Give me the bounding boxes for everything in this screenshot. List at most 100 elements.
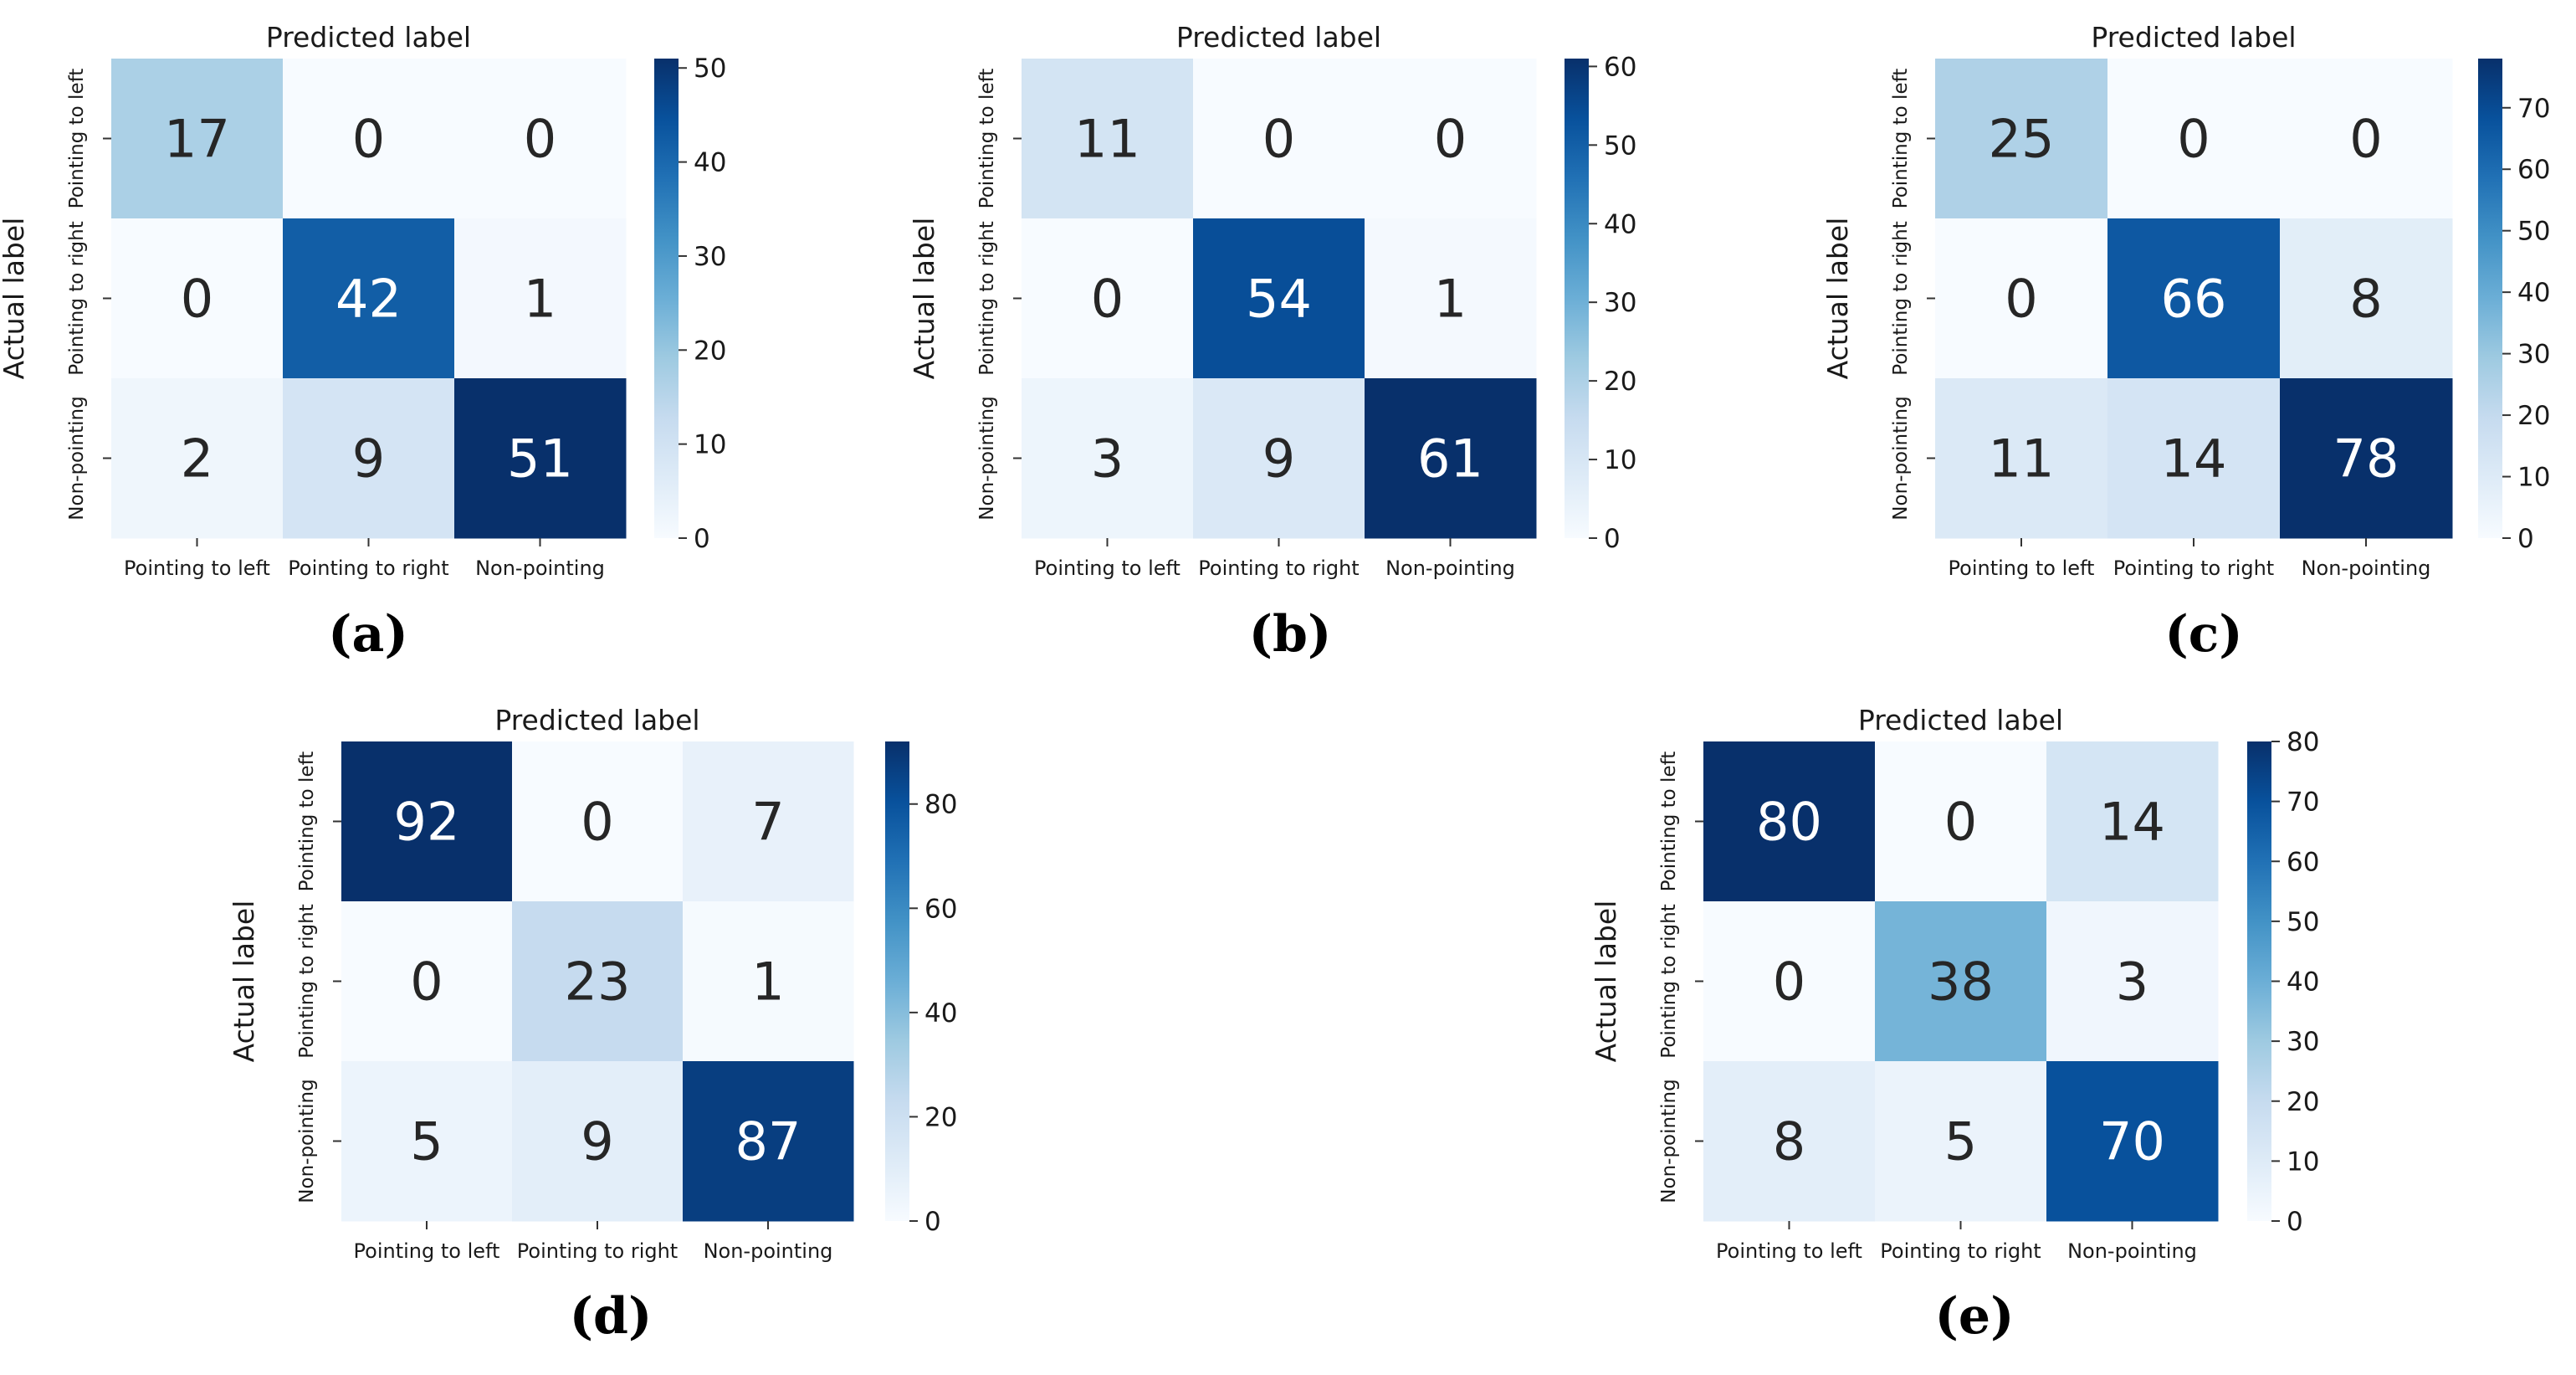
x-tick-label: Non-pointing xyxy=(2302,557,2431,580)
heatmap-cell xyxy=(2280,218,2453,379)
cell-value: 8 xyxy=(1773,1111,1805,1172)
y-tick-label: Pointing to left xyxy=(296,752,318,892)
y-tick-label: Pointing to right xyxy=(66,221,88,375)
x-tick-label: Non-pointing xyxy=(1385,557,1515,580)
colorbar-tick-label: 30 xyxy=(2287,1027,2319,1057)
cell-value: 14 xyxy=(2161,428,2227,490)
colorbar-tick-label: 60 xyxy=(924,894,957,924)
heatmap-cell xyxy=(1193,218,1365,379)
colorbar-tick-label: 50 xyxy=(2517,217,2550,247)
cell-value: 0 xyxy=(1773,952,1805,1013)
cell-value: 92 xyxy=(394,792,460,853)
heatmap-cell xyxy=(1935,59,2108,219)
predicted-label-title: Predicted label xyxy=(2091,21,2296,54)
cell-value: 1 xyxy=(524,269,556,330)
colorbar-tick-label: 40 xyxy=(2287,967,2319,998)
colorbar-tick-label: 40 xyxy=(694,148,726,178)
cell-value: 1 xyxy=(1434,269,1467,330)
cell-value: 78 xyxy=(2333,428,2399,490)
cell-value: 25 xyxy=(1989,109,2055,170)
colorbar-tick-label: 20 xyxy=(2287,1087,2319,1117)
colorbar-tick-label: 20 xyxy=(2517,401,2550,431)
heatmap-cell xyxy=(1365,378,1537,539)
colorbar-tick-label: 60 xyxy=(1604,52,1636,82)
panel-label: (a) xyxy=(328,605,408,664)
colorbar-tick-label: 60 xyxy=(2517,155,2550,185)
cell-value: 9 xyxy=(352,428,385,490)
colorbar-tick-label: 10 xyxy=(1604,445,1636,475)
colorbar-tick-label: 10 xyxy=(694,430,726,460)
colorbar-tick-label: 50 xyxy=(1604,131,1636,161)
colorbar-tick-label: 30 xyxy=(694,242,726,272)
heatmap-cell xyxy=(512,1061,684,1222)
colorbar-tick-label: 0 xyxy=(2287,1207,2303,1237)
colorbar-tick-label: 10 xyxy=(2517,463,2550,493)
cell-value: 3 xyxy=(1091,428,1124,490)
colorbar-tick-label: 0 xyxy=(924,1207,941,1237)
colorbar-tick-label: 40 xyxy=(924,998,957,1029)
cell-value: 38 xyxy=(1928,952,1994,1013)
y-tick-label: Pointing to right xyxy=(976,221,998,375)
panel-label: (d) xyxy=(570,1287,653,1346)
heatmap-cell xyxy=(2107,59,2281,219)
heatmap-cell xyxy=(1193,378,1365,539)
heatmap-cell xyxy=(454,218,627,379)
heatmap-cell xyxy=(2107,378,2281,539)
y-tick-label: Non-pointing xyxy=(1890,396,1912,520)
colorbar xyxy=(885,741,909,1221)
x-tick-label: Pointing to right xyxy=(1198,557,1359,580)
y-tick-label: Pointing to right xyxy=(296,904,318,1058)
heatmap-cell xyxy=(111,59,284,219)
x-tick-label: Non-pointing xyxy=(475,557,605,580)
colorbar-tick-label: 20 xyxy=(1604,367,1636,397)
confusion-matrix-panel-b: 11 0 0 0 54 1 3 9 61 Predicted label Actual label P… xyxy=(908,21,1636,664)
heatmap-cell xyxy=(2280,59,2453,219)
heatmap-cell xyxy=(1365,59,1537,219)
x-tick-label: Pointing to right xyxy=(2113,557,2274,580)
heatmap-cell xyxy=(1935,218,2108,379)
heatmap-cell xyxy=(512,741,684,902)
heatmap-cell xyxy=(1935,378,2108,539)
cell-value: 0 xyxy=(1091,269,1124,330)
heatmap-cell xyxy=(1875,1061,2047,1222)
heatmap-cell xyxy=(1703,901,1876,1062)
predicted-label-title: Predicted label xyxy=(1858,704,2063,736)
colorbar-tick-label: 0 xyxy=(1604,524,1621,554)
x-tick-label: Pointing to right xyxy=(1880,1239,2041,1263)
heatmap-cell xyxy=(683,741,854,902)
cell-value: 87 xyxy=(735,1111,801,1172)
cell-value: 9 xyxy=(1262,428,1295,490)
actual-label-title: Actual label xyxy=(0,218,30,380)
heatmap-cell xyxy=(2046,741,2219,902)
confusion-matrix-panel-d: 92 0 7 0 23 1 5 9 87 Predicted label Actual label P… xyxy=(228,704,957,1346)
panel-label: (e) xyxy=(1935,1287,2015,1346)
heatmap-cell xyxy=(111,378,284,539)
y-tick-label: Pointing to left xyxy=(66,69,88,209)
heatmap-cell xyxy=(1703,1061,1876,1222)
heatmap-cell xyxy=(111,218,284,379)
colorbar-tick-label: 30 xyxy=(1604,288,1636,318)
cell-value: 0 xyxy=(352,109,385,170)
colorbar-tick-label: 70 xyxy=(2287,788,2319,818)
colorbar-tick-label: 0 xyxy=(694,524,710,554)
heatmap-cell xyxy=(2107,218,2281,379)
cell-value: 0 xyxy=(581,792,613,853)
colorbar-tick-label: 70 xyxy=(2517,94,2550,124)
heatmap-cell xyxy=(454,59,627,219)
x-tick-label: Pointing to right xyxy=(288,557,448,580)
x-tick-label: Pointing to left xyxy=(1034,557,1180,580)
colorbar-tick-label: 0 xyxy=(2517,524,2534,554)
x-tick-label: Non-pointing xyxy=(2067,1239,2197,1263)
colorbar xyxy=(2478,59,2502,538)
heatmap-cell xyxy=(2280,378,2453,539)
colorbar-tick-label: 80 xyxy=(2287,727,2319,757)
confusion-matrix-panel-a: 17 0 0 0 42 1 2 9 51 Predicted label Actual label P… xyxy=(0,21,726,664)
colorbar-tick-label: 30 xyxy=(2517,340,2550,370)
colorbar xyxy=(654,59,679,538)
actual-label-title: Actual label xyxy=(1821,218,1854,380)
cell-value: 5 xyxy=(410,1111,443,1172)
heatmap-cell xyxy=(2046,901,2219,1062)
cell-value: 5 xyxy=(1944,1111,1977,1172)
